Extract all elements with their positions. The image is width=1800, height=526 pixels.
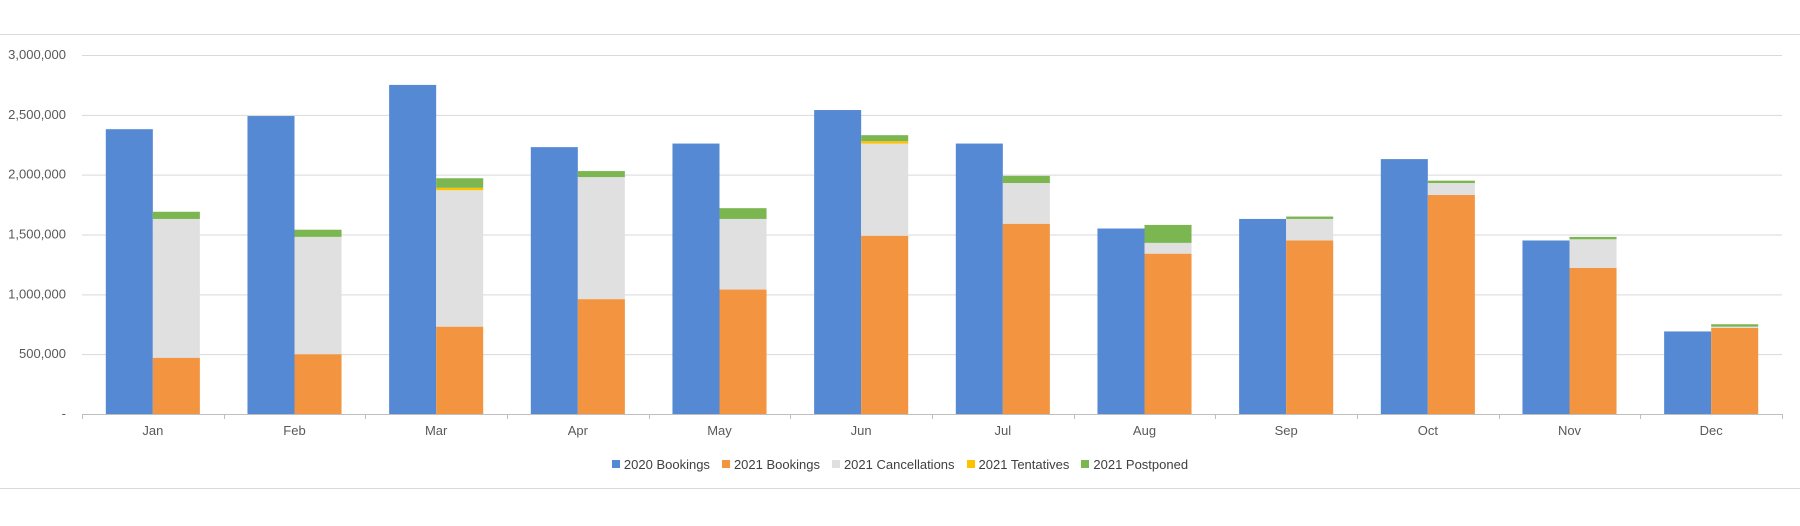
y-tick-label: 2,000,000 [8, 167, 66, 182]
bar-2020-bookings-may [672, 143, 720, 414]
bar-2021-bookings-jun [861, 235, 909, 414]
x-tick-label: Sep [1275, 423, 1298, 438]
x-tick-label: Apr [568, 423, 589, 438]
legend-swatch [966, 460, 975, 468]
y-tick-label: 1,500,000 [8, 227, 66, 242]
legend-swatch [1081, 460, 1090, 468]
legend-item: 2020 Bookings [611, 456, 710, 472]
bar-2020-bookings-apr [530, 147, 578, 415]
gridlines [82, 55, 1782, 356]
bar-2021-cancellations-sep [1286, 218, 1334, 241]
legend-swatch [721, 460, 730, 468]
bar-2021-postponed-jun [861, 135, 909, 142]
bar-2021-bookings-mar [436, 326, 484, 414]
x-tick-label: Nov [1558, 423, 1582, 438]
bar-2020-bookings-feb [247, 116, 295, 414]
bar-2020-bookings-aug [1097, 228, 1145, 414]
bar-2021-postponed-jan [152, 211, 200, 219]
top-rule [0, 34, 1800, 35]
legend-label: 2021 Tentatives [978, 456, 1070, 472]
bar-2021-bookings-jul [1002, 223, 1050, 414]
bar-2021-bookings-feb [294, 354, 342, 414]
bar-2021-postponed-aug [1144, 224, 1192, 243]
bar-2021-cancellations-oct [1427, 183, 1475, 196]
bar-2021-postponed-may [719, 208, 767, 219]
legend-item: 2021 Cancellations [831, 456, 955, 472]
y-tick-label: - [62, 406, 66, 421]
y-tick-label: 500,000 [19, 346, 66, 361]
bar-2021-bookings-oct [1427, 195, 1475, 414]
x-tick-label: Jun [851, 423, 872, 438]
legend-swatch [831, 460, 840, 468]
bottom-rule [0, 488, 1800, 489]
x-tick-label: Feb [283, 423, 305, 438]
bar-2021-tentatives-mar [436, 187, 484, 191]
bar-2021-bookings-apr [577, 299, 625, 414]
bar-2021-cancellations-jun [861, 143, 909, 236]
bar-2021-tentatives-jun [861, 141, 909, 144]
legend-label: 2021 Cancellations [843, 456, 955, 472]
bar-2020-bookings-jun [814, 110, 862, 415]
legend-label: 2021 Postponed [1093, 456, 1189, 472]
bar-2021-cancellations-apr [577, 177, 625, 300]
bar-2021-postponed-sep [1286, 216, 1334, 219]
x-tick-label: Oct [1418, 423, 1439, 438]
bar-2021-postponed-dec [1711, 324, 1759, 327]
bar-2021-cancellations-jan [152, 218, 200, 358]
x-tick-label: Mar [425, 423, 448, 438]
bar-2021-cancellations-mar [436, 190, 484, 327]
bar-2020-bookings-jul [955, 143, 1003, 414]
bar-2021-postponed-jul [1002, 175, 1050, 184]
legend-label: 2020 Bookings [623, 456, 710, 472]
bar-2021-bookings-jan [152, 357, 200, 414]
bar-2020-bookings-dec [1664, 331, 1712, 414]
bar-2021-postponed-apr [577, 171, 625, 178]
legend-swatch [611, 460, 620, 468]
y-tick-label: 1,000,000 [8, 286, 66, 301]
bar-2021-postponed-feb [294, 229, 342, 237]
y-tick-label: 3,000,000 [8, 47, 66, 62]
bar-2021-postponed-nov [1569, 236, 1617, 240]
bar-2021-bookings-aug [1144, 253, 1192, 414]
bar-2021-bookings-nov [1569, 268, 1617, 414]
bar-2021-cancellations-jul [1002, 183, 1050, 224]
bar-2021-cancellations-dec [1711, 326, 1759, 328]
x-tick-label: Jan [142, 423, 163, 438]
y-tick-label: 2,500,000 [8, 107, 66, 122]
legend-item: 2021 Bookings [721, 456, 820, 472]
legend-item: 2021 Postponed [1081, 457, 1188, 472]
bar-2020-bookings-mar [389, 84, 437, 415]
bar-2020-bookings-sep [1239, 218, 1287, 414]
bar-2021-bookings-dec [1711, 327, 1759, 414]
x-axis: Jan Feb Mar Apr May Jun Jul Aug Sep Oct Nov Dec [82, 414, 1783, 438]
x-tick-label: Jul [995, 423, 1012, 438]
bar-2021-cancellations-nov [1569, 239, 1617, 269]
bar-2021-bookings-may [719, 289, 767, 414]
y-axis-labels: - 500,000 1,000,000 1,500,000 2,000,000 2,500… [8, 47, 66, 421]
legend-label: 2021 Bookings [733, 456, 820, 472]
bar-2020-bookings-nov [1522, 240, 1570, 414]
bar-2021-cancellations-aug [1144, 242, 1192, 254]
bar-2021-postponed-mar [436, 178, 484, 188]
legend: 2020 Bookings 2021 Bookings 2021 Cancellat… [0, 456, 1800, 472]
bar-2020-bookings-oct [1380, 159, 1428, 414]
x-tick-label: Dec [1700, 423, 1724, 438]
legend-item: 2021 Tentatives [966, 456, 1070, 472]
bar-2021-bookings-sep [1286, 240, 1334, 414]
bar-2020-bookings-jan [105, 129, 153, 414]
x-tick-label: Aug [1133, 423, 1156, 438]
bar-2021-postponed-oct [1427, 180, 1475, 184]
bar-2021-cancellations-may [719, 218, 767, 290]
bar-2021-cancellations-feb [294, 236, 342, 355]
bars [105, 84, 1759, 415]
x-tick-label: May [707, 423, 732, 438]
